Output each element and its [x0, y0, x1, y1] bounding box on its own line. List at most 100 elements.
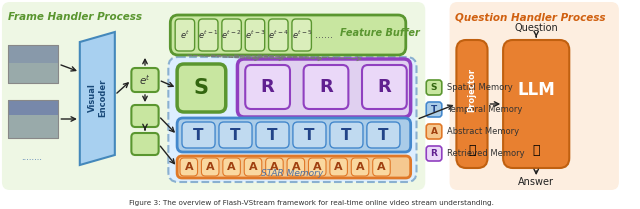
FancyBboxPatch shape [330, 158, 348, 176]
Text: $e^{t-2}$: $e^{t-2}$ [221, 29, 242, 41]
FancyBboxPatch shape [426, 80, 442, 95]
Text: A: A [334, 162, 343, 172]
Text: Projector: Projector [467, 68, 476, 112]
FancyBboxPatch shape [362, 65, 407, 109]
FancyBboxPatch shape [168, 57, 417, 182]
Text: T: T [378, 127, 388, 143]
FancyBboxPatch shape [330, 122, 363, 148]
FancyBboxPatch shape [177, 64, 226, 112]
FancyBboxPatch shape [131, 68, 159, 92]
FancyBboxPatch shape [131, 133, 159, 155]
FancyBboxPatch shape [426, 146, 442, 161]
FancyBboxPatch shape [223, 158, 241, 176]
Text: Temporal Memory: Temporal Memory [447, 105, 522, 114]
Bar [8, 100, 58, 115]
Bar [8, 45, 58, 83]
Text: Question Handler Process: Question Handler Process [456, 12, 606, 22]
Text: $e^{t-1}$: $e^{t-1}$ [198, 29, 218, 41]
Text: A: A [206, 162, 214, 172]
FancyBboxPatch shape [426, 102, 442, 117]
Text: T: T [230, 127, 241, 143]
Text: R: R [431, 149, 438, 158]
Text: 🔥: 🔥 [468, 144, 476, 157]
FancyBboxPatch shape [367, 122, 400, 148]
Text: ......: ...... [315, 30, 333, 40]
Bar [8, 100, 58, 138]
Bar [8, 45, 58, 63]
Text: Spatial Memory: Spatial Memory [447, 83, 513, 92]
FancyBboxPatch shape [237, 59, 411, 117]
FancyBboxPatch shape [180, 158, 198, 176]
Text: T: T [431, 105, 437, 114]
Text: Figure 3: The overview of Flash-VStream framework for real-time online video str: Figure 3: The overview of Flash-VStream … [129, 200, 494, 206]
Text: Feature Buffer: Feature Buffer [340, 28, 419, 38]
Text: Visual
Encoder: Visual Encoder [88, 79, 107, 117]
FancyBboxPatch shape [456, 40, 488, 168]
Text: T: T [341, 127, 352, 143]
Bar [8, 45, 58, 83]
Text: A: A [249, 162, 257, 172]
Text: Question: Question [515, 23, 558, 33]
FancyBboxPatch shape [293, 122, 326, 148]
Text: 🔥: 🔥 [532, 144, 540, 157]
FancyBboxPatch shape [266, 158, 283, 176]
Text: A: A [356, 162, 364, 172]
FancyBboxPatch shape [2, 2, 425, 190]
Bar [8, 100, 58, 138]
FancyBboxPatch shape [503, 40, 569, 168]
Text: R: R [260, 78, 275, 96]
FancyBboxPatch shape [245, 65, 290, 109]
FancyBboxPatch shape [244, 158, 262, 176]
FancyBboxPatch shape [256, 122, 289, 148]
FancyBboxPatch shape [426, 124, 442, 139]
Text: $e^{t-5}$: $e^{t-5}$ [292, 29, 312, 41]
Text: T: T [193, 127, 204, 143]
FancyBboxPatch shape [269, 19, 288, 51]
Polygon shape [80, 32, 115, 165]
FancyBboxPatch shape [303, 65, 348, 109]
Text: R: R [378, 78, 391, 96]
Text: Retrieved Memory: Retrieved Memory [447, 149, 524, 158]
Text: R: R [319, 78, 333, 96]
FancyBboxPatch shape [131, 105, 159, 127]
FancyBboxPatch shape [219, 122, 252, 148]
FancyBboxPatch shape [287, 158, 305, 176]
Text: Answer: Answer [518, 177, 554, 187]
Text: A: A [270, 162, 279, 172]
Text: $e^t$: $e^t$ [139, 73, 151, 87]
Text: S: S [194, 78, 209, 98]
Text: ........: ........ [21, 153, 42, 163]
FancyBboxPatch shape [292, 19, 312, 51]
FancyBboxPatch shape [202, 158, 219, 176]
Text: A: A [227, 162, 236, 172]
FancyBboxPatch shape [170, 15, 406, 55]
Text: $e^{t-3}$: $e^{t-3}$ [244, 29, 265, 41]
FancyBboxPatch shape [245, 19, 265, 51]
Text: A: A [313, 162, 321, 172]
Text: A: A [431, 127, 438, 136]
Text: T: T [304, 127, 315, 143]
FancyBboxPatch shape [449, 2, 619, 190]
Text: Frame Handler Process: Frame Handler Process [8, 12, 142, 22]
FancyBboxPatch shape [308, 158, 326, 176]
Text: $e^{t}$: $e^{t}$ [180, 29, 190, 41]
FancyBboxPatch shape [175, 19, 195, 51]
Text: $e^{t-4}$: $e^{t-4}$ [268, 29, 289, 41]
Text: Abstract Memory: Abstract Memory [447, 127, 519, 136]
Text: A: A [291, 162, 300, 172]
Bar [8, 63, 58, 83]
FancyBboxPatch shape [182, 122, 215, 148]
FancyBboxPatch shape [177, 118, 411, 152]
FancyBboxPatch shape [198, 19, 218, 51]
Text: A: A [377, 162, 386, 172]
Text: A: A [184, 162, 193, 172]
Text: LLM: LLM [517, 81, 555, 99]
FancyBboxPatch shape [351, 158, 369, 176]
Text: T: T [268, 127, 278, 143]
Text: STAR Memory: STAR Memory [261, 168, 324, 177]
FancyBboxPatch shape [177, 156, 411, 178]
FancyBboxPatch shape [222, 19, 241, 51]
Bar [8, 115, 58, 138]
Text: S: S [431, 83, 437, 92]
FancyBboxPatch shape [372, 158, 390, 176]
